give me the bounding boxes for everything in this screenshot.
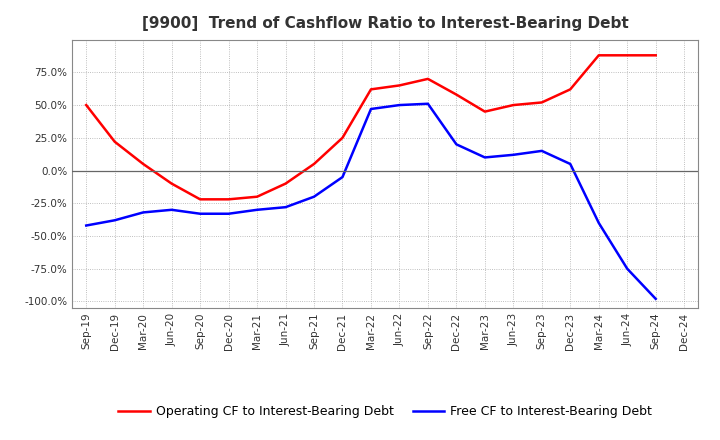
Operating CF to Interest-Bearing Debt xyxy=(537,100,546,105)
Operating CF to Interest-Bearing Debt xyxy=(282,181,290,186)
Free CF to Interest-Bearing Debt xyxy=(225,211,233,216)
Free CF to Interest-Bearing Debt xyxy=(452,142,461,147)
Operating CF to Interest-Bearing Debt xyxy=(566,87,575,92)
Title: [9900]  Trend of Cashflow Ratio to Interest-Bearing Debt: [9900] Trend of Cashflow Ratio to Intere… xyxy=(142,16,629,32)
Free CF to Interest-Bearing Debt xyxy=(338,174,347,180)
Operating CF to Interest-Bearing Debt xyxy=(509,103,518,108)
Operating CF to Interest-Bearing Debt xyxy=(452,92,461,97)
Free CF to Interest-Bearing Debt xyxy=(82,223,91,228)
Free CF to Interest-Bearing Debt xyxy=(110,218,119,223)
Free CF to Interest-Bearing Debt xyxy=(566,161,575,167)
Operating CF to Interest-Bearing Debt xyxy=(423,76,432,81)
Operating CF to Interest-Bearing Debt xyxy=(595,53,603,58)
Free CF to Interest-Bearing Debt xyxy=(253,207,261,213)
Operating CF to Interest-Bearing Debt xyxy=(338,135,347,140)
Free CF to Interest-Bearing Debt xyxy=(366,106,375,112)
Free CF to Interest-Bearing Debt xyxy=(423,101,432,106)
Free CF to Interest-Bearing Debt xyxy=(623,266,631,271)
Operating CF to Interest-Bearing Debt xyxy=(395,83,404,88)
Operating CF to Interest-Bearing Debt xyxy=(196,197,204,202)
Operating CF to Interest-Bearing Debt xyxy=(623,53,631,58)
Line: Operating CF to Interest-Bearing Debt: Operating CF to Interest-Bearing Debt xyxy=(86,55,656,199)
Operating CF to Interest-Bearing Debt xyxy=(310,161,318,167)
Operating CF to Interest-Bearing Debt xyxy=(110,139,119,144)
Free CF to Interest-Bearing Debt xyxy=(509,152,518,158)
Free CF to Interest-Bearing Debt xyxy=(652,296,660,301)
Operating CF to Interest-Bearing Debt xyxy=(652,53,660,58)
Free CF to Interest-Bearing Debt xyxy=(196,211,204,216)
Operating CF to Interest-Bearing Debt xyxy=(139,161,148,167)
Operating CF to Interest-Bearing Debt xyxy=(225,197,233,202)
Free CF to Interest-Bearing Debt xyxy=(480,155,489,160)
Free CF to Interest-Bearing Debt xyxy=(139,210,148,215)
Operating CF to Interest-Bearing Debt xyxy=(366,87,375,92)
Operating CF to Interest-Bearing Debt xyxy=(167,181,176,186)
Free CF to Interest-Bearing Debt xyxy=(167,207,176,213)
Legend: Operating CF to Interest-Bearing Debt, Free CF to Interest-Bearing Debt: Operating CF to Interest-Bearing Debt, F… xyxy=(114,400,657,423)
Free CF to Interest-Bearing Debt xyxy=(595,220,603,226)
Operating CF to Interest-Bearing Debt xyxy=(253,194,261,199)
Free CF to Interest-Bearing Debt xyxy=(310,194,318,199)
Free CF to Interest-Bearing Debt xyxy=(395,103,404,108)
Line: Free CF to Interest-Bearing Debt: Free CF to Interest-Bearing Debt xyxy=(86,104,656,299)
Free CF to Interest-Bearing Debt xyxy=(537,148,546,154)
Operating CF to Interest-Bearing Debt xyxy=(480,109,489,114)
Free CF to Interest-Bearing Debt xyxy=(282,205,290,210)
Operating CF to Interest-Bearing Debt xyxy=(82,103,91,108)
